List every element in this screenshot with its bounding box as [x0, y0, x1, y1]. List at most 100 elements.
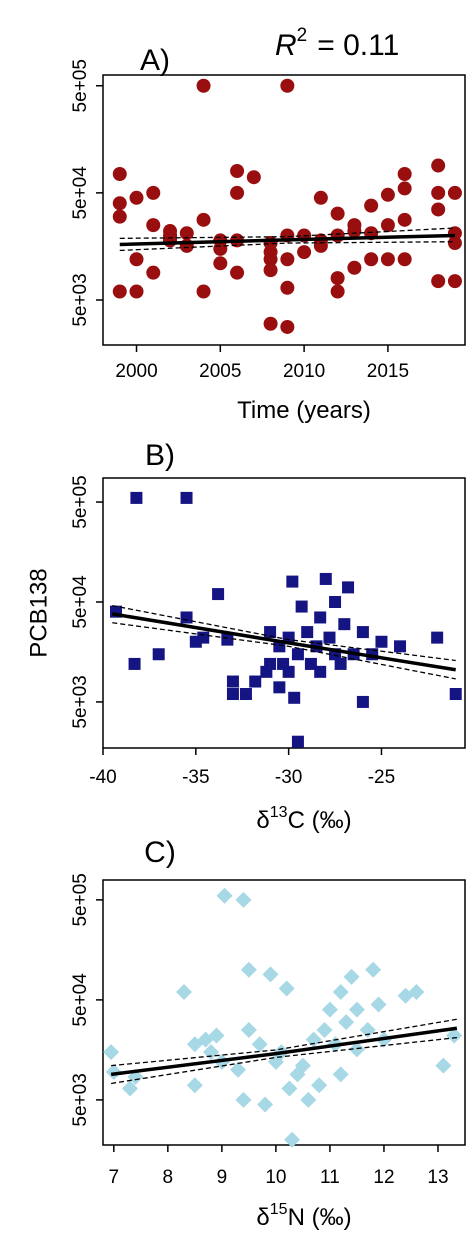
ci-upper — [112, 604, 456, 662]
data-point — [332, 1066, 349, 1083]
data-point — [375, 635, 388, 648]
data-point — [397, 252, 412, 267]
data-point — [246, 170, 261, 185]
x-tick-label: 2000 — [115, 361, 157, 382]
x-label-text: N (‰) — [288, 1204, 352, 1231]
data-point — [146, 218, 161, 233]
plot-frame — [102, 477, 466, 749]
r-text: = 0.11 — [317, 29, 399, 62]
data-point — [130, 491, 143, 504]
data-point — [273, 681, 286, 694]
data-point — [226, 688, 239, 701]
data-point — [394, 640, 407, 653]
data-point — [321, 1001, 338, 1018]
data-point — [278, 980, 295, 997]
data-point — [380, 187, 395, 202]
data-point — [449, 688, 462, 701]
data-point — [319, 572, 332, 585]
data-point — [196, 78, 211, 93]
data-point — [431, 631, 444, 644]
data-point — [239, 688, 252, 701]
x-label-superscript: 15 — [270, 1201, 288, 1218]
data-point — [282, 665, 295, 678]
data-point — [280, 319, 295, 334]
data-point — [146, 265, 161, 280]
x-axis-label: δ13C (‰) — [256, 804, 351, 834]
data-point — [230, 265, 245, 280]
data-point — [291, 735, 304, 748]
data-point — [431, 274, 446, 289]
data-point — [347, 218, 362, 233]
data-point — [213, 256, 228, 271]
x-tick-label: 2005 — [199, 361, 241, 382]
data-point — [294, 1057, 311, 1074]
data-point — [221, 633, 234, 646]
y-tick-label: 5e+03 — [70, 675, 91, 728]
data-point — [330, 206, 345, 221]
data-point — [431, 202, 446, 217]
panel-label: B) — [145, 439, 175, 472]
plot-frame — [102, 879, 466, 1146]
y-tick-label: 5e+03 — [70, 273, 91, 326]
y-tick-label: 5e+04 — [70, 166, 91, 220]
data-point — [334, 657, 347, 670]
data-point — [230, 1061, 247, 1078]
ci-lower — [112, 622, 456, 680]
data-point — [397, 212, 412, 227]
data-point — [257, 1096, 274, 1113]
ci-lower — [111, 1036, 457, 1085]
x-tick-label: 13 — [427, 1167, 448, 1188]
data-point — [176, 983, 193, 1000]
data-point — [380, 252, 395, 267]
data-point — [230, 164, 245, 179]
data-point — [338, 1014, 355, 1031]
x-tick-label: -35 — [182, 767, 209, 788]
data-point — [397, 167, 412, 182]
data-point — [112, 284, 127, 299]
x-label-symbol: δ — [256, 1204, 269, 1231]
x-tick-label: 2015 — [367, 361, 409, 382]
data-point — [281, 1080, 298, 1097]
data-point — [314, 611, 327, 624]
data-point — [408, 983, 425, 1000]
data-point — [380, 218, 395, 233]
data-point — [316, 1021, 333, 1038]
data-point — [226, 675, 239, 688]
y-tick-label: 5e+04 — [70, 973, 91, 1027]
data-point — [284, 1131, 301, 1148]
panel-label: C) — [144, 836, 176, 869]
x-tick-label: 2010 — [283, 361, 325, 382]
fit-line — [111, 612, 456, 672]
data-point — [263, 316, 278, 331]
data-point — [348, 1041, 365, 1058]
x-tick-label: 9 — [217, 1167, 228, 1188]
data-point — [263, 263, 278, 278]
x-label-symbol: δ — [256, 807, 269, 834]
data-point — [343, 968, 360, 985]
data-point — [180, 611, 193, 624]
data-point — [179, 226, 194, 241]
x-tick-label: 11 — [320, 1167, 340, 1188]
data-point — [163, 228, 178, 243]
r-symbol: R — [275, 29, 297, 62]
x-tick-label: 10 — [265, 1167, 286, 1188]
data-point — [311, 1077, 328, 1094]
data-point — [235, 1091, 252, 1108]
data-point — [196, 284, 211, 299]
data-point — [348, 1001, 365, 1018]
x-label-superscript: 13 — [270, 804, 288, 821]
data-point — [446, 1027, 463, 1044]
data-point — [288, 691, 301, 704]
data-point — [347, 260, 362, 275]
data-point — [447, 236, 462, 251]
data-point — [323, 631, 336, 644]
data-point — [359, 1021, 376, 1038]
data-point — [286, 575, 299, 588]
data-point — [280, 78, 295, 93]
data-point — [262, 966, 279, 983]
x-tick-label: -30 — [275, 767, 302, 788]
data-point — [251, 1036, 268, 1053]
data-point — [332, 983, 349, 1000]
data-point — [196, 212, 211, 227]
y-tick-label: 5e+05 — [70, 59, 91, 112]
